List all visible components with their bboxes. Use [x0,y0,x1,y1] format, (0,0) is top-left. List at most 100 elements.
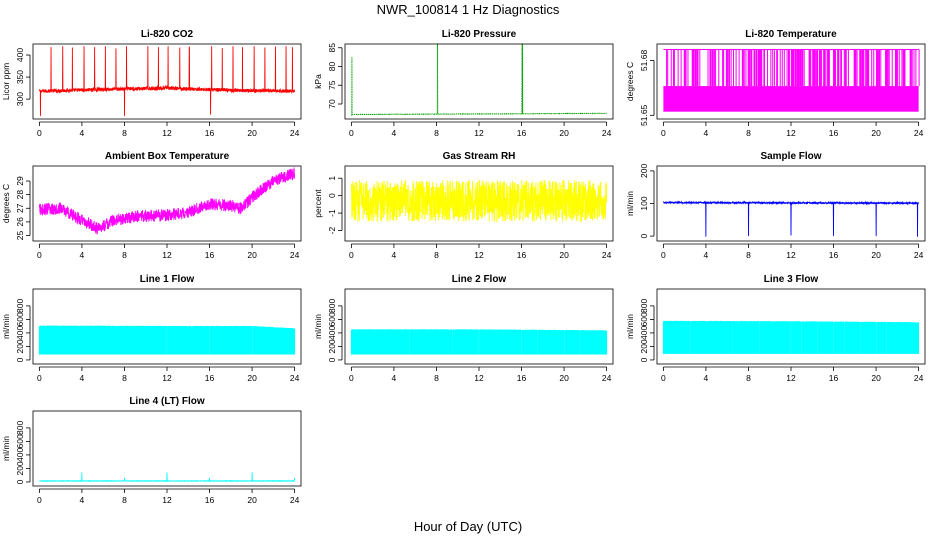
x-tick-label: 20 [871,250,881,260]
x-tick-label: 4 [80,495,85,505]
x-tick-label: 12 [786,250,796,260]
y-tick-label: 800 [327,299,337,313]
plot-frame [344,288,614,365]
x-tick-label: 24 [602,250,612,260]
y-axis-label: ml/min [313,314,323,339]
y-axis-label: kPa [313,74,323,89]
y-axis-label: degrees C [625,62,635,101]
x-tick-label: 0 [661,128,666,138]
x-tick-label: 24 [290,128,300,138]
y-tick-label: 200 [327,339,337,353]
y-axis-label: percent [313,189,323,218]
x-tick-label: 8 [434,373,439,383]
series-line [39,472,296,483]
y-axis-label: degrees C [1,184,11,223]
panel-1: Li-820 CO2 0 4 8 12 16 20 24 300 350 400 Licor ppm [1,29,302,138]
y-tick-label: 28 [15,190,25,200]
x-tick-label: 20 [871,128,881,138]
x-tick-label: 24 [914,373,924,383]
x-tick-label: 24 [914,250,924,260]
y-tick-label: 85 [327,43,337,53]
x-tick-label: 24 [290,250,300,260]
y-tick-label: 400 [15,48,25,62]
x-tick-label: 4 [80,128,85,138]
x-tick-label: 16 [205,373,215,383]
x-tick-label: 12 [162,373,172,383]
y-tick-label: 350 [15,70,25,84]
x-tick-label: 8 [434,128,439,138]
x-tick-label: 16 [829,373,839,383]
y-tick-label: 200 [639,339,649,353]
y-axis-label: ml/min [1,314,11,339]
y-tick-label: 600 [15,434,25,448]
x-tick-label: 20 [247,250,257,260]
plot-frame [656,165,926,242]
plot-frame [344,165,614,242]
panel-title: Line 4 (LT) Flow [129,396,205,407]
x-tick-label: 0 [37,495,42,505]
x-tick-label: 20 [559,373,569,383]
plot-frame [656,43,926,120]
y-tick-label: 200 [639,164,649,178]
x-tick-label: 0 [661,250,666,260]
series-line [663,200,920,237]
plot-frame [656,288,926,365]
x-tick-label: 20 [871,373,881,383]
panel-5: Gas Stream RH 0 4 8 12 16 20 24 -2 -1 0 1 percent [313,151,614,260]
x-tick-label: 4 [704,373,709,383]
y-tick-label: 75 [327,80,337,90]
x-tick-label: 4 [704,250,709,260]
x-tick-label: 20 [559,128,569,138]
x-tick-label: 4 [704,128,709,138]
plot-frame [32,43,302,120]
y-tick-label: 100 [639,196,649,210]
y-axis-label: ml/min [625,191,635,216]
y-tick-label: 400 [15,326,25,340]
panel-title: Li-820 CO2 [141,29,194,40]
series-line [38,46,296,116]
y-tick-label: 600 [15,312,25,326]
x-tick-label: 20 [559,250,569,260]
x-tick-label: 16 [517,373,527,383]
y-tick-label: 27 [15,203,25,213]
x-tick-label: 0 [37,250,42,260]
y-tick-label: 0 [639,357,649,362]
y-tick-label: 800 [15,421,25,435]
x-tick-label: 24 [602,128,612,138]
panel-4: Ambient Box Temperature 0 4 8 12 16 20 24 25 26 27… [1,151,302,260]
y-tick-label: 80 [327,62,337,72]
plot-frame [32,288,302,365]
y-tick-label: 0 [15,479,25,484]
x-tick-label: 12 [162,250,172,260]
x-tick-label: 4 [392,250,397,260]
x-tick-label: 0 [349,250,354,260]
panel-2: Li-820 Pressure 0 4 8 12 16 20 24 70 75 80 85 kPa [313,29,614,138]
y-tick-label: 1 [327,176,337,181]
x-tick-label: 12 [474,373,484,383]
x-tick-label: 24 [290,495,300,505]
x-tick-label: 4 [392,128,397,138]
y-tick-label: 600 [327,312,337,326]
x-tick-label: 12 [162,495,172,505]
panel-title: Line 2 Flow [452,274,507,285]
series-line [351,43,607,117]
x-tick-label: 24 [290,373,300,383]
y-tick-label: 29 [15,176,25,186]
x-tick-label: 16 [829,250,839,260]
y-tick-label: 25 [15,231,25,241]
y-tick-label: 0 [327,357,337,362]
y-tick-label: 0 [639,233,649,238]
panel-3: Li-820 Temperature 0 4 8 12 16 20 24 51.65 51.68 d… [625,29,926,138]
x-tick-label: 16 [205,128,215,138]
x-tick-label: 16 [517,128,527,138]
x-tick-label: 8 [122,495,127,505]
y-tick-label: 51.68 [639,50,649,72]
x-tick-label: 4 [80,373,85,383]
panel-6: Sample Flow 0 4 8 12 16 20 24 0 100 200 ml/min [625,151,926,260]
panel-10: Line 4 (LT) Flow 0 4 8 12 16 20 24 0 200400600800… [1,396,302,505]
x-tick-label: 8 [434,250,439,260]
y-tick-label: 51.65 [639,104,649,126]
y-tick-label: 200 [15,461,25,475]
